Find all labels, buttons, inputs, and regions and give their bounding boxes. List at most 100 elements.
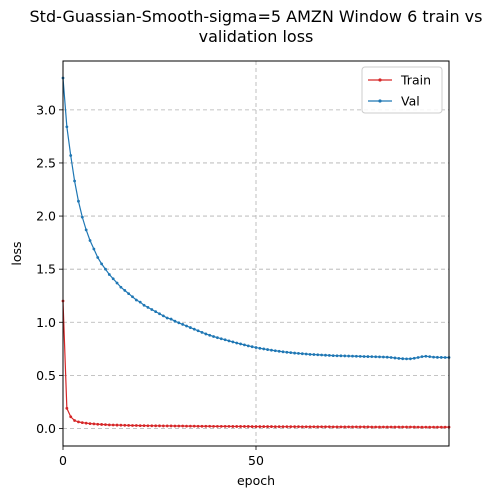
data-point-val [142,303,146,307]
data-point-val [250,345,254,349]
data-point-train [235,425,239,428]
axis-ticks: 0 50 0.0 0.5 1.0 1.5 2.0 2.5 3.0 [36,102,264,468]
data-point-val [88,239,92,242]
data-point-train [119,423,123,427]
chart-title-line-1: Std-Guassian-Smooth-sigma=5 AMZN Window … [30,7,483,26]
data-point-train [254,425,258,428]
data-point-val [212,335,215,338]
data-point-val [327,354,331,357]
data-point-val [393,356,397,360]
x-tick-label: 50 [248,453,264,468]
y-tick-label: 2.0 [36,209,56,224]
data-point-val [138,300,142,304]
data-point-train [397,425,401,429]
data-point-train [92,422,96,426]
data-point-train [358,425,362,429]
data-point-val [231,340,235,344]
data-point-val [131,295,134,299]
data-point-val [331,354,335,358]
data-point-val [235,341,239,345]
data-point-val [273,349,277,353]
data-point-val [389,356,393,359]
data-point-val [243,343,246,347]
data-point-val [73,179,76,183]
data-point-val [80,215,84,219]
data-point-train [138,424,142,428]
data-point-val [123,289,127,292]
data-point-val [84,228,88,232]
data-point-val [69,154,73,157]
data-point-val [100,262,103,266]
data-point-val [173,319,177,323]
data-point-val [134,298,138,302]
data-point-train [65,406,69,410]
data-point-train [389,425,393,429]
data-point-val [177,321,181,325]
data-point-val [196,329,200,333]
data-point-val [204,332,208,336]
legend-label: Val [401,94,420,109]
legend-item-train: Train [368,73,431,88]
data-point-train [200,424,204,428]
data-point-train [362,425,366,429]
data-point-train [327,425,331,429]
data-point-train [304,425,308,429]
data-point-train [73,419,76,422]
legend-item-val: Val [368,94,420,109]
data-point-train [77,420,80,424]
data-point-val [104,267,107,271]
data-point-val [443,356,447,359]
data-point-train [289,425,293,429]
data-point-val [262,347,266,351]
data-point-val [370,355,374,359]
data-point-train [127,423,131,427]
data-point-val [223,338,227,342]
data-point-val [150,308,154,311]
data-point-val [385,355,389,359]
data-point-train [273,425,277,429]
data-point-val [127,292,131,295]
data-point-train [381,425,385,429]
data-point-train [378,425,381,429]
data-point-val [181,322,185,326]
data-point-val [347,354,351,358]
data-point-train [188,424,192,428]
data-point-train [84,421,88,425]
data-point-train [216,424,219,428]
data-point-val [335,354,339,358]
grid-lines [62,61,449,446]
data-point-val [358,354,362,358]
data-point-val [119,285,123,289]
data-point-val [111,277,115,281]
data-point-val [304,352,308,356]
data-point-val [401,357,405,361]
data-point-val [158,312,161,316]
data-point-val [428,355,432,359]
data-point-train [239,425,242,428]
data-point-train [123,423,127,427]
data-point-val [188,326,192,329]
data-point-train [146,424,150,428]
data-point-train [374,425,378,429]
data-point-train [443,425,447,429]
data-point-val [432,355,435,359]
data-point-val [258,346,262,350]
data-point-train [134,424,138,427]
data-point-train [204,424,208,428]
data-point-train [177,424,181,428]
data-point-train [416,425,420,429]
data-point-val [409,357,412,361]
data-point-train [161,424,165,428]
data-point-train [96,422,100,426]
data-point-train [393,425,397,429]
data-point-train [111,423,115,427]
series-layer [61,76,451,429]
data-point-val [308,352,312,356]
data-point-val [378,355,381,359]
y-tick-label: 2.5 [36,155,56,170]
data-point-train [192,424,196,428]
data-point-train [405,425,408,429]
series-val [61,76,451,361]
data-point-val [154,310,158,314]
data-point-val [297,351,300,355]
